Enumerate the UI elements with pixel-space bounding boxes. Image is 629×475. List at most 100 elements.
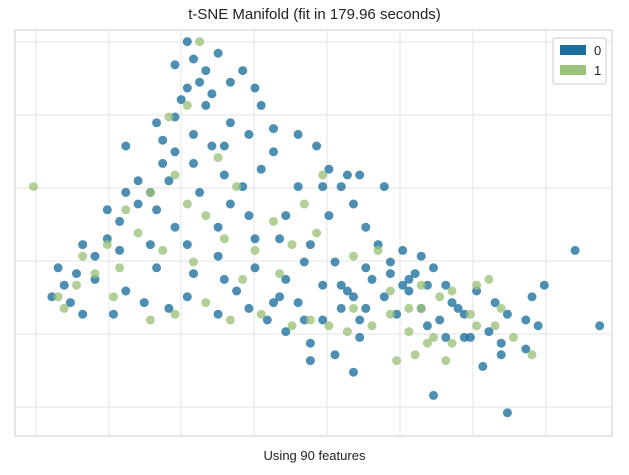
data-point-class-0: [201, 66, 211, 76]
data-point-class-0: [447, 298, 457, 308]
data-point-class-0: [330, 257, 340, 267]
data-point-class-0: [342, 170, 352, 180]
data-point-class-0: [324, 164, 334, 174]
grid-lines: [15, 30, 612, 436]
data-point-class-0: [78, 309, 88, 319]
data-point-class-0: [521, 344, 531, 354]
data-point-class-1: [472, 280, 482, 290]
scatter-points: [29, 37, 605, 418]
data-point-class-1: [195, 37, 205, 47]
data-point-class-0: [281, 327, 291, 337]
data-point-class-0: [484, 327, 494, 337]
data-point-class-0: [496, 338, 506, 348]
data-point-class-0: [349, 199, 358, 209]
data-point-class-0: [256, 100, 266, 110]
data-point-class-1: [59, 303, 69, 313]
data-point-class-0: [404, 274, 414, 284]
data-point-class-0: [47, 292, 57, 302]
data-point-class-0: [164, 303, 174, 313]
data-point-class-1: [435, 292, 445, 302]
data-point-class-0: [367, 274, 377, 284]
data-point-class-0: [90, 251, 100, 261]
data-point-class-0: [275, 292, 285, 302]
data-point-class-1: [145, 315, 155, 325]
data-point-class-0: [269, 147, 278, 157]
legend-label-1: 1: [594, 63, 601, 78]
data-point-class-1: [392, 356, 402, 366]
data-point-class-1: [349, 251, 358, 261]
data-point-class-0: [441, 280, 451, 290]
data-point-class-0: [145, 240, 155, 250]
data-point-class-0: [349, 367, 358, 377]
data-point-class-1: [182, 199, 192, 209]
data-point-class-1: [133, 228, 143, 238]
data-point-class-0: [305, 338, 315, 348]
data-point-class-1: [115, 263, 125, 273]
data-point-class-0: [293, 298, 303, 308]
data-point-class-0: [170, 222, 180, 232]
data-point-class-0: [305, 240, 315, 250]
data-point-class-0: [121, 286, 131, 296]
data-point-class-1: [256, 309, 266, 319]
data-point-class-0: [176, 95, 186, 105]
data-point-class-0: [244, 211, 254, 221]
data-point-class-1: [158, 245, 168, 255]
legend: 0 1: [552, 37, 607, 85]
data-point-class-0: [213, 251, 223, 261]
data-point-class-0: [502, 408, 512, 418]
data-point-class-0: [152, 263, 162, 273]
data-point-class-0: [207, 141, 217, 151]
data-point-class-0: [152, 205, 162, 215]
data-point-class-0: [78, 240, 88, 250]
data-point-class-0: [213, 309, 223, 319]
data-point-class-0: [109, 309, 118, 319]
data-point-class-1: [324, 321, 334, 331]
data-point-class-0: [398, 280, 408, 290]
data-point-class-1: [275, 269, 285, 279]
data-point-class-0: [115, 216, 125, 226]
data-point-class-0: [453, 303, 463, 313]
data-point-class-0: [139, 298, 149, 308]
data-point-class-1: [447, 338, 457, 348]
data-point-class-1: [422, 338, 432, 348]
data-point-class-0: [342, 286, 352, 296]
data-point-class-0: [496, 350, 506, 360]
data-point-class-0: [293, 182, 303, 192]
data-point-class-1: [484, 274, 494, 284]
data-point-class-0: [318, 182, 328, 192]
data-point-class-0: [225, 118, 235, 128]
chart-title: t-SNE Manifold (fit in 179.96 seconds): [188, 6, 441, 23]
data-point-class-0: [318, 315, 328, 325]
data-point-class-0: [207, 89, 217, 99]
data-point-class-1: [121, 205, 131, 215]
data-point-class-1: [416, 303, 426, 313]
data-point-class-0: [250, 234, 260, 244]
data-point-class-1: [441, 356, 451, 366]
data-point-class-0: [435, 315, 445, 325]
data-point-class-1: [287, 321, 297, 331]
data-point-class-0: [441, 332, 451, 342]
data-point-class-0: [336, 303, 346, 313]
x-axis-label: Using 90 features: [263, 448, 366, 463]
data-point-class-1: [225, 315, 235, 325]
data-point-class-0: [219, 141, 229, 151]
data-point-class-0: [213, 222, 223, 232]
data-point-class-0: [250, 83, 260, 93]
data-point-class-1: [102, 240, 112, 250]
data-point-class-0: [336, 182, 346, 192]
data-point-class-0: [121, 141, 131, 151]
data-point-class-0: [299, 257, 309, 267]
data-point-class-0: [213, 48, 223, 58]
data-point-class-0: [133, 176, 143, 186]
data-point-class-0: [275, 234, 285, 244]
data-point-class-0: [355, 332, 365, 342]
data-point-class-0: [539, 280, 549, 290]
data-point-class-1: [72, 280, 81, 290]
data-point-class-1: [109, 292, 118, 302]
data-point-class-0: [385, 257, 395, 267]
data-point-class-1: [29, 182, 38, 192]
data-point-class-1: [287, 240, 297, 250]
data-point-class-0: [115, 245, 125, 255]
data-point-class-0: [195, 77, 205, 87]
data-point-class-1: [490, 321, 500, 331]
